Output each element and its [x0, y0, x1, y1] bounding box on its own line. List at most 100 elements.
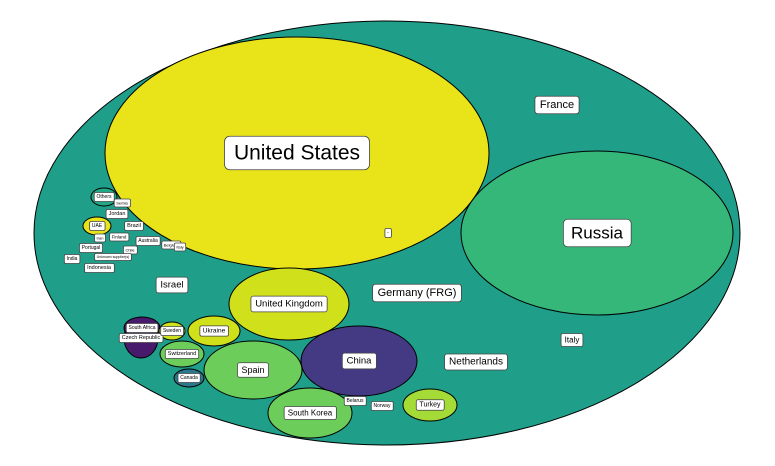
label-box-south-korea [283, 406, 337, 420]
label-text-others: Others [96, 194, 112, 200]
label-text-czech-republic: Czech Republic [122, 335, 161, 341]
label-box-czech-republic [118, 333, 164, 343]
label-text-netherlands: Netherlands [449, 357, 503, 368]
label-text-indonesia: Indonesia [87, 265, 112, 271]
label-czech-republic: Czech Republic [118, 333, 164, 343]
label-italy-small: Italy [173, 242, 187, 252]
label-serbia: Serbia [113, 198, 131, 208]
label-france: France [534, 95, 580, 115]
label-south-africa: South Africa [125, 323, 159, 333]
label-text-turkey: Turkey [419, 402, 441, 409]
label-united-states: United States [224, 135, 370, 171]
label-text-united-kingdom: United Kingdom [255, 299, 323, 310]
label-text-ukraine: Ukraine [203, 328, 226, 335]
label-box-turkey [415, 399, 445, 411]
label-box-jordan [105, 209, 129, 219]
label-text-israel: Israel [160, 280, 183, 291]
label-box-serbia [113, 198, 131, 208]
label-box-south-africa [125, 323, 159, 333]
label-box-unknown-supplier-s [94, 253, 132, 261]
label-text-germany-frg: Germany (FRG) [378, 287, 457, 299]
label-text-iran: Iran [97, 236, 104, 241]
label-box-finland [109, 232, 130, 242]
label-text-spain: Spain [241, 365, 264, 375]
label-text-china: China [347, 356, 373, 367]
label-text-sweden: Sweden [163, 328, 181, 334]
label-unknown-supplier-s: Unknown supplier(s) [94, 253, 132, 261]
labels-group: United States Russia United Kingdom China Sp… [63, 95, 632, 420]
label-box-sweden [160, 326, 184, 336]
label-text-italy-small: Italy [176, 245, 183, 250]
label-ukraine: Ukraine [199, 325, 229, 337]
label-text-unknown-supplier-s: Unknown supplier(s) [97, 255, 130, 259]
label-portugal: Portugal [79, 243, 103, 253]
label-canada: Canada [177, 373, 201, 383]
label-text-serbia: Serbia [116, 201, 128, 206]
label-text-italy: Italy [565, 336, 580, 345]
label-box-spain [237, 362, 269, 378]
label-box-brazil [124, 221, 144, 231]
label-text-australia: Australia [138, 238, 158, 244]
label-text-chile: Chile [125, 248, 135, 253]
label-russia: Russia [562, 218, 632, 248]
label-text-russia: Russia [571, 224, 624, 243]
label-box-united-states [224, 135, 370, 171]
label-box-italy [560, 333, 584, 347]
label-box-canada [177, 373, 201, 383]
label-box-italy-small [173, 242, 187, 252]
label-spain: Spain [237, 362, 269, 378]
label-box-belarus [343, 396, 367, 406]
label-indonesia: Indonesia [84, 263, 115, 273]
label-box-india [63, 254, 81, 264]
label-box-united-kingdom [250, 295, 328, 313]
label-box-ukraine [199, 325, 229, 337]
label-jordan: Jordan [105, 209, 129, 219]
label-chile: Chile [123, 245, 138, 255]
label-text-france: France [540, 99, 574, 111]
label-brazil: Brazil [124, 221, 144, 231]
label-united-kingdom: United Kingdom [250, 295, 328, 313]
label-china: China [341, 352, 377, 370]
label-box-others [93, 192, 115, 202]
label-iran: Iran [94, 233, 106, 243]
label-sweden: Sweden [160, 326, 184, 336]
label-belarus: Belarus [343, 396, 367, 406]
label-text-brazil: Brazil [127, 223, 141, 229]
label-australia: Australia [135, 236, 161, 246]
label-switzerland: Switzerland [164, 349, 200, 359]
label-south-korea: South Korea [283, 406, 337, 420]
label-box-germany-frg [372, 283, 462, 303]
label-box-uae [89, 221, 106, 231]
label-box-switzerland [164, 349, 200, 359]
label-box-france [534, 95, 580, 115]
label-text-belarus: Belarus [347, 398, 364, 404]
label-box-australia [135, 236, 161, 246]
label-text-india: India [67, 256, 78, 262]
label-text-jordan: Jordan [109, 211, 126, 217]
label-norway: Norway [370, 401, 394, 411]
label-text-norway: Norway [374, 403, 391, 409]
label-text-canada: Canada [180, 375, 198, 381]
label-text-south-africa: South Africa [129, 325, 156, 331]
label-box-netherlands [444, 353, 508, 371]
label-finland: Finland [109, 232, 130, 242]
label-box-dash [384, 228, 392, 238]
label-box-indonesia [84, 263, 115, 273]
label-text-united-states: United States [234, 142, 360, 165]
label-text-portugal: Portugal [82, 245, 101, 251]
label-india: India [63, 254, 81, 264]
label-box-china [341, 352, 377, 370]
label-netherlands: Netherlands [444, 353, 508, 371]
label-text-switzerland: Switzerland [168, 351, 196, 357]
label-turkey: Turkey [415, 399, 445, 411]
label-box-portugal [79, 243, 103, 253]
label-box-norway [370, 401, 394, 411]
label-text-belgium: Belgium [164, 243, 179, 248]
label-text-uae: UAE [92, 223, 103, 229]
label-text-south-korea: South Korea [288, 409, 333, 418]
label-germany-frg: Germany (FRG) [372, 283, 462, 303]
label-box-russia [562, 218, 632, 248]
label-others: Others [93, 192, 115, 202]
label-text-dash: - [387, 230, 389, 236]
